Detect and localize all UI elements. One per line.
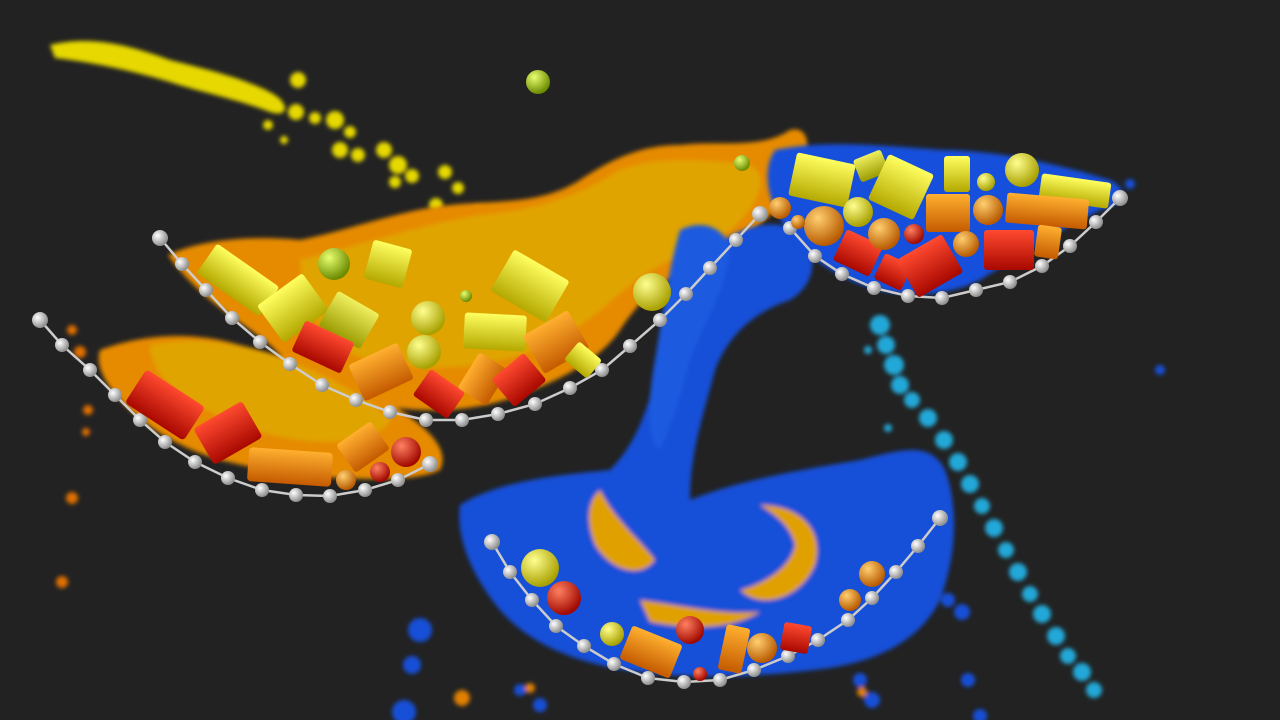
orange-box [1005, 192, 1089, 230]
gold-box [718, 624, 750, 674]
yellow-box [944, 156, 970, 192]
red-box [126, 370, 204, 440]
orange-ball [904, 224, 924, 244]
yellow-fluid-stream [50, 40, 484, 218]
yellow-ball [411, 301, 445, 335]
yellow-box [868, 154, 934, 220]
green-ball [460, 290, 472, 302]
gold-ball [804, 206, 844, 246]
orange-ball [953, 231, 979, 257]
red-ball [547, 581, 581, 615]
yellow-box [491, 250, 569, 322]
red-box [413, 370, 465, 418]
red-ball [676, 616, 704, 644]
red-box [897, 235, 963, 297]
red-box [292, 321, 354, 373]
green-ball [734, 155, 750, 171]
orange-ball [747, 633, 777, 663]
rigid-bodies-left [126, 370, 421, 490]
rigid-bodies-lower [521, 549, 885, 681]
red-box [194, 402, 262, 464]
blue-fluid-lower [392, 224, 1165, 720]
yellow-ball [1005, 153, 1039, 187]
rigid-bodies-right [769, 150, 1112, 297]
cyan-fluid-stream [864, 315, 1102, 698]
chain-bowl-lower [484, 510, 948, 689]
gold-box [337, 422, 389, 472]
yellow-ball [977, 173, 995, 191]
yellow-ball [600, 622, 624, 646]
rigid-bodies-middle [197, 70, 750, 418]
chain-bowl-right [783, 190, 1128, 305]
orange-box [1034, 224, 1062, 260]
red-box [780, 622, 812, 654]
yellow-box [788, 152, 856, 208]
yellow-box [565, 342, 601, 378]
yellow-box [258, 274, 328, 342]
green-ball [526, 70, 550, 94]
yellow-box [463, 312, 527, 352]
chain-bowl-left [32, 312, 438, 503]
orange-ball [859, 561, 885, 587]
orange-ball [769, 197, 791, 219]
orange-box [458, 353, 508, 405]
chain-bowl-middle [152, 206, 768, 427]
yellow-ball [521, 549, 559, 587]
red-ball [693, 667, 707, 681]
orange-ball [839, 589, 861, 611]
yellow-box [197, 244, 279, 316]
orange-ball [791, 215, 805, 229]
orange-box [926, 194, 970, 232]
red-ball [391, 437, 421, 467]
orange-box [984, 230, 1034, 270]
orange-box [620, 626, 682, 678]
orange-box [247, 447, 333, 487]
red-box [492, 353, 546, 407]
red-ball [370, 462, 390, 482]
yellow-ball [407, 335, 441, 369]
gold-ball [973, 195, 1003, 225]
yellow-ball [843, 197, 873, 227]
yellow-box [364, 240, 412, 288]
gold-ball [868, 218, 900, 250]
orange-ball [336, 470, 356, 490]
yellow-ball [633, 273, 671, 311]
green-ball [318, 248, 350, 280]
orange-box [349, 343, 413, 401]
